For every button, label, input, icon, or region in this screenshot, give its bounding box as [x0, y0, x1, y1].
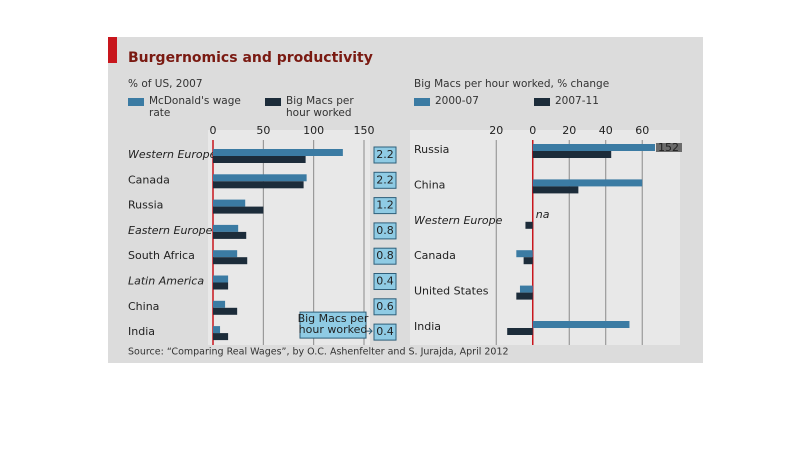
x-tick-label: 0: [210, 124, 217, 137]
bar: [213, 206, 264, 214]
category-label: India: [414, 320, 441, 333]
ratio-label: 0.8: [376, 224, 394, 237]
ratio-box: [373, 298, 397, 316]
red-tab: [108, 37, 117, 63]
ratio-label: 2.2: [376, 173, 394, 186]
legend-label: McDonald's wage rate: [149, 95, 241, 119]
x-tick-label: 60: [635, 124, 649, 137]
bar: [213, 231, 247, 239]
x-tick-label: 40: [599, 124, 613, 137]
ratio-box: [373, 323, 397, 341]
annotation-box: [299, 311, 367, 339]
category-label: Canada: [128, 173, 170, 186]
ratio-box: [373, 273, 397, 290]
bar: [213, 326, 221, 334]
ratio-box: [373, 171, 397, 189]
bar: [523, 257, 533, 265]
category-label: China: [414, 178, 445, 191]
ratio-label: 1.2: [376, 199, 394, 212]
bar: [532, 151, 612, 158]
bar: [213, 181, 304, 189]
category-label: South Africa: [128, 249, 195, 262]
bar: [213, 333, 229, 341]
x-tick-label: 100: [303, 124, 324, 137]
ratio-label: 2.2: [376, 148, 394, 161]
ratio-box: [373, 222, 397, 240]
ratio-label: 0.4: [376, 325, 394, 338]
value-label: 152: [658, 141, 679, 154]
legend-swatch: [265, 98, 281, 106]
ratio-label: 0.8: [376, 249, 394, 262]
category-label: Western Europe: [414, 214, 503, 227]
bar: [532, 321, 630, 328]
bar: [516, 250, 533, 258]
x-tick-label: 0: [529, 124, 536, 137]
ratio-box: [373, 146, 397, 164]
legend-label: 2007-11: [555, 95, 599, 107]
legend-swatch: [128, 98, 144, 106]
x-tick-label: 20: [562, 124, 576, 137]
legend-swatch: [414, 98, 430, 106]
category-label: Western Europe: [128, 148, 217, 161]
bar: [213, 275, 229, 283]
bar: [213, 307, 238, 315]
bar: [213, 156, 306, 163]
x-tick-label: 50: [256, 124, 270, 137]
plot-background: [410, 130, 680, 345]
ratio-label: 0.6: [376, 300, 394, 313]
x-tick-label: 20: [489, 124, 503, 137]
bar: [213, 250, 238, 258]
label-bg: [656, 143, 682, 152]
ratio-box: [373, 247, 397, 265]
bar: [532, 179, 643, 187]
category-label: Russia: [128, 199, 163, 212]
bar: [213, 300, 226, 308]
bar: [213, 282, 229, 290]
category-label: China: [128, 300, 159, 313]
ratio-box: [373, 197, 397, 215]
bar: [213, 224, 239, 232]
bar: [532, 186, 579, 194]
bar: [213, 149, 343, 156]
category-label: Canada: [414, 249, 456, 262]
bar: [532, 144, 655, 151]
bar: [213, 257, 248, 265]
value-label: na: [536, 208, 550, 221]
chart-title: Burgernomics and productivity: [128, 50, 373, 66]
source: Source: “Comparing Real Wages”, by O.C. …: [128, 347, 509, 358]
legend-swatch: [534, 98, 550, 106]
legend-label: Big Macs per hour worked: [286, 95, 354, 119]
bar: [213, 174, 307, 182]
x-tick-label: 150: [354, 124, 375, 137]
category-label: Russia: [414, 143, 449, 156]
bar: [507, 328, 533, 335]
ratio-label: 0.4: [376, 275, 394, 288]
subtitle: Big Macs per hour worked, % change: [414, 78, 609, 90]
category-label: Latin America: [128, 275, 204, 288]
annotation: Big Macs per hour worked: [298, 312, 369, 336]
subtitle: % of US, 2007: [128, 78, 203, 90]
category-label: Eastern Europe: [128, 224, 213, 237]
annotation-arrow: [366, 327, 373, 335]
bar: [519, 285, 533, 293]
legend-label: 2000-07: [435, 95, 479, 107]
bar: [525, 221, 533, 229]
bar: [213, 199, 246, 207]
category-label: United States: [414, 285, 489, 298]
bar: [516, 292, 533, 300]
category-label: India: [128, 325, 155, 338]
